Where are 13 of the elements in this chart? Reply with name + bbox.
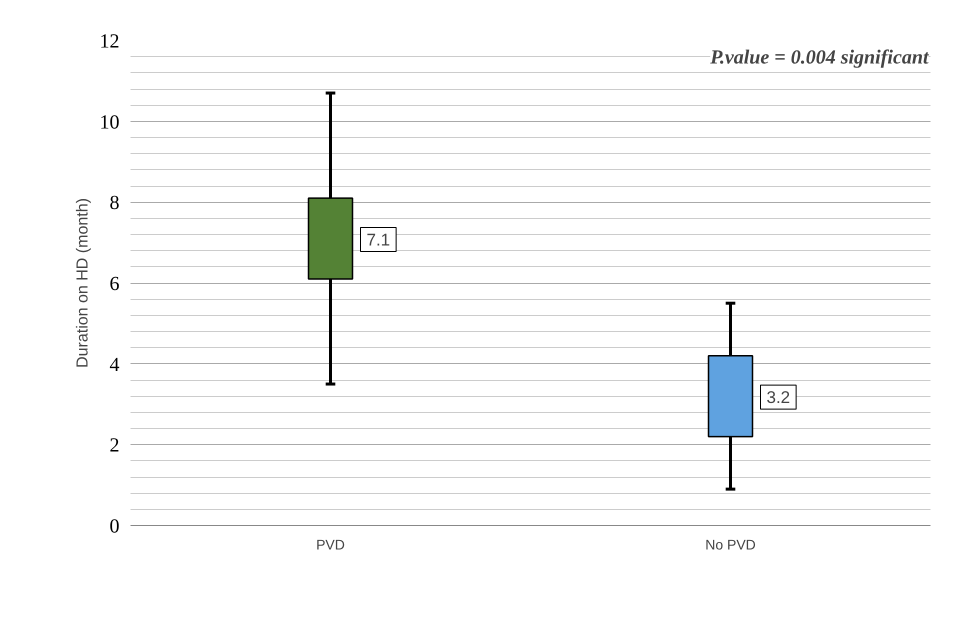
annotation: P.value = 0.004 significant xyxy=(709,46,930,68)
y-axis-title: Duration on HD (month) xyxy=(74,198,92,368)
y-tick-label: 4 xyxy=(110,354,120,376)
y-tick-label: 8 xyxy=(110,192,120,214)
x-tick-label: PVD xyxy=(316,536,345,552)
annotation: 3.2 xyxy=(766,388,790,408)
y-tick-label: 6 xyxy=(110,273,120,295)
x-tick-label: No PVD xyxy=(705,536,756,552)
y-tick-label: 12 xyxy=(100,30,120,52)
y-tick-label: 10 xyxy=(100,111,120,134)
annotation: 7.1 xyxy=(366,230,390,250)
y-tick-label: 0 xyxy=(110,516,120,538)
y-tick-label: 2 xyxy=(110,434,120,457)
